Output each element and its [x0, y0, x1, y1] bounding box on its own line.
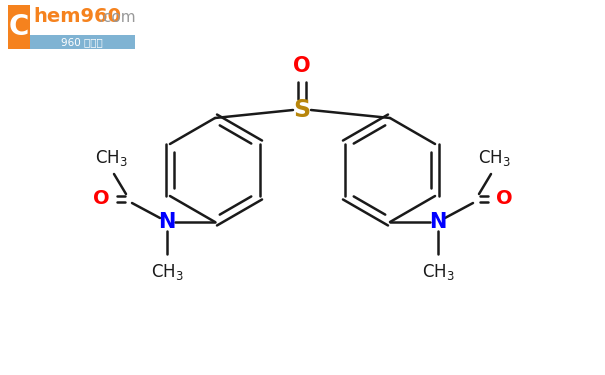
Text: O: O	[293, 56, 311, 76]
Text: CH$_3$: CH$_3$	[422, 262, 454, 282]
Text: S: S	[293, 98, 310, 122]
Text: N: N	[159, 212, 175, 232]
Text: CH$_3$: CH$_3$	[151, 262, 183, 282]
Bar	[30, 35, 135, 49]
Text: CH$_3$: CH$_3$	[94, 148, 128, 168]
Bar	[8, 5, 30, 49]
Text: CH$_3$: CH$_3$	[477, 148, 511, 168]
Text: N: N	[430, 212, 446, 232]
Text: hem960: hem960	[33, 8, 121, 27]
Text: O: O	[93, 189, 110, 209]
Text: C: C	[9, 13, 29, 41]
Text: 960 化工网: 960 化工网	[61, 37, 103, 47]
Text: .com: .com	[98, 9, 136, 24]
Text: O: O	[495, 189, 512, 209]
